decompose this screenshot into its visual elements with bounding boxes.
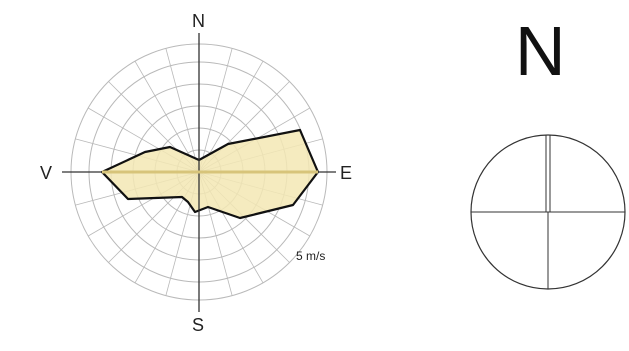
compass-north-label: N [515, 12, 566, 90]
wind-rose-axes [62, 33, 336, 312]
east-label: E [340, 163, 353, 183]
south-label: S [192, 315, 205, 335]
north-label: N [192, 11, 205, 31]
west-label: V [40, 163, 53, 183]
grid-spoke [165, 48, 200, 173]
grid-spoke [134, 60, 200, 173]
compass-symbol [470, 134, 626, 290]
wind-rose-polygon [100, 128, 320, 220]
speed-scale-label: 5 m/s [296, 249, 326, 263]
grid-spoke [198, 48, 233, 173]
